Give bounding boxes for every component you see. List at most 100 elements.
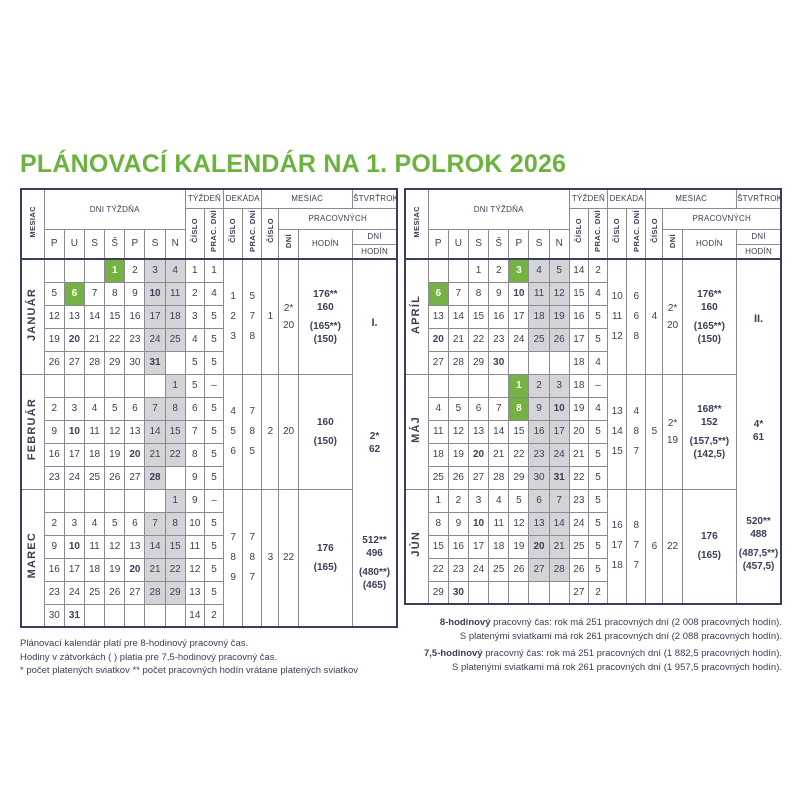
value-line: 4 — [230, 405, 236, 417]
quarter-bottom-values: 520** 488 (487,5**) (457,5) — [738, 488, 780, 600]
day-letter: Š — [488, 228, 510, 260]
day-cell: 7 — [83, 281, 106, 306]
week-number-cell: 5 — [184, 350, 205, 375]
decade-workdays-cell: 7 8 5 — [242, 373, 263, 490]
value-line: 5 — [249, 445, 256, 457]
week-row: MÁJ 1 2 3 18–13 14 15 4 8 7 5 2* 19 168** 152 (157,5**)… — [404, 373, 781, 490]
value-line: 22 — [282, 552, 295, 564]
day-cell: 9 — [124, 281, 146, 306]
week-workdays-label: PRAC. DNÍ — [587, 207, 609, 260]
week-row: 5 6 7 8 9 10 11 2 4 — [21, 281, 397, 306]
day-cell: 17 — [144, 304, 166, 329]
weekdays-group-header: DNI TÝŽDŇA — [427, 188, 570, 230]
day-cell — [467, 373, 490, 398]
planning-calendar-table: MESIAC DNI TÝŽDŇA TÝŽDEŇ DEKÁDA MESIAC ŠTVRŤR… — [404, 188, 782, 605]
value-line: 14 — [611, 425, 623, 437]
decade-number-label: ČÍSLO — [223, 207, 244, 260]
day-cell: 21 — [144, 442, 166, 467]
month-name-cell: JÚN — [404, 488, 429, 605]
day-cell: 6 — [427, 281, 449, 306]
vertical-label: MESIAC — [412, 205, 422, 238]
value-line: 496 — [366, 548, 383, 559]
day-cell: 25 — [528, 327, 550, 352]
day-cell: 28 — [83, 350, 106, 375]
day-cell: 8 — [104, 281, 126, 306]
day-cell: 9 — [528, 396, 550, 421]
week-workdays-label: PRAC. DNÍ — [203, 207, 225, 260]
month-days-label: DNÍ — [662, 228, 683, 260]
day-cell: 25 — [83, 465, 106, 490]
day-letter: S — [144, 228, 166, 260]
day-cell: 3 — [63, 396, 85, 421]
decade-group-header: DEKÁDA — [607, 188, 647, 209]
day-cell: 23 — [43, 580, 65, 605]
day-cell: 17 — [508, 304, 530, 329]
value-line: 488 — [750, 528, 767, 540]
day-cell: 21 — [447, 327, 469, 352]
day-cell: 26 — [447, 465, 469, 490]
day-cell: 18 — [528, 304, 550, 329]
week-number-cell: 14 — [568, 258, 589, 283]
day-cell: 16 — [447, 534, 469, 559]
decade-workdays-cell: 7 8 7 — [242, 488, 263, 628]
month-number-label: ČÍSLO — [645, 207, 664, 260]
month-number-cell: 6 — [645, 488, 664, 605]
day-cell: 16 — [43, 442, 65, 467]
day-cell: 13 — [124, 419, 146, 444]
day-cell — [144, 373, 166, 398]
value-line: 9 — [230, 571, 236, 583]
quarter-content: I. 2* 62 512** 496 (480**) (465) — [354, 263, 396, 623]
value-line: 176 — [317, 542, 334, 554]
day-cell: 20 — [124, 557, 146, 582]
value-line: 3 — [230, 330, 236, 342]
day-cell — [104, 488, 126, 513]
day-cell — [447, 258, 469, 283]
week-workdays-cell: 5 — [203, 442, 225, 467]
day-letter: U — [447, 228, 469, 260]
month-workdays-cell: 2* 20 — [278, 258, 299, 375]
week-number-cell: 25 — [568, 534, 589, 559]
day-cell: 1 — [467, 258, 490, 283]
header-row-groups: MESIAC DNI TÝŽDŇA TÝŽDEŇ DEKÁDA MESIAC ŠTVRŤR… — [404, 188, 782, 260]
vertical-label: JÚN — [410, 530, 423, 557]
day-cell: 23 — [124, 327, 146, 352]
day-cell: 21 — [548, 534, 570, 559]
week-number-cell: 4 — [184, 327, 205, 352]
footnote-text: pracovný čas: rok má 251 pracovných dní … — [482, 648, 782, 659]
day-cell: 25 — [164, 327, 186, 352]
week-number-cell: 20 — [568, 419, 589, 444]
month-group-header: MESIAC — [645, 188, 738, 209]
week-workdays-cell: 5 — [587, 442, 609, 467]
day-cell: 20 — [124, 442, 146, 467]
day-cell: 7 — [447, 281, 469, 306]
week-row: 15 16 17 18 19 20 21 25 5 — [405, 534, 781, 559]
day-cell: 15 — [164, 419, 186, 444]
decade-numbers-cell: 10 11 12 — [607, 258, 628, 375]
day-cell: 27 — [427, 350, 449, 375]
quarter-label: I. — [371, 317, 378, 329]
week-row: 26 27 28 29 30 31 5 5 — [21, 350, 397, 375]
decade-number-label: ČÍSLO — [607, 207, 628, 260]
quarter-mid-values: 4* 61 — [738, 375, 780, 487]
day-cell: 19 — [447, 442, 469, 467]
day-cell — [63, 488, 85, 513]
decade-workdays-cell: 6 6 8 — [626, 258, 647, 375]
week-row: 30 31 14 2 — [21, 603, 397, 628]
day-cell: 28 — [144, 465, 166, 490]
day-cell: 5 — [104, 396, 126, 421]
day-cell: 22 — [467, 327, 490, 352]
week-number-cell: 26 — [568, 557, 589, 582]
day-cell: 7 — [144, 511, 166, 536]
day-cell: 12 — [104, 534, 126, 559]
vertical-label: PRAC. DNÍ — [593, 209, 603, 252]
week-row: FEBRUÁR 1 5–4 5 6 7 8 5 2 20 160 (150) — [20, 373, 397, 490]
footnote-line: 7,5-hodinový pracovný čas: rok má 251 pr… — [404, 647, 782, 661]
week-row: 6 7 8 9 10 11 12 15 4 — [405, 281, 781, 306]
day-cell: 26 — [104, 465, 126, 490]
calendar-page: PLÁNOVACÍ KALENDÁR NA 1. POLROK 2026 MES… — [20, 150, 782, 678]
day-cell: 25 — [83, 580, 106, 605]
value-line: 2* — [667, 302, 678, 314]
week-workdays-cell: 2 — [587, 258, 609, 283]
day-cell — [548, 350, 570, 375]
day-cell: 2 — [447, 488, 469, 513]
